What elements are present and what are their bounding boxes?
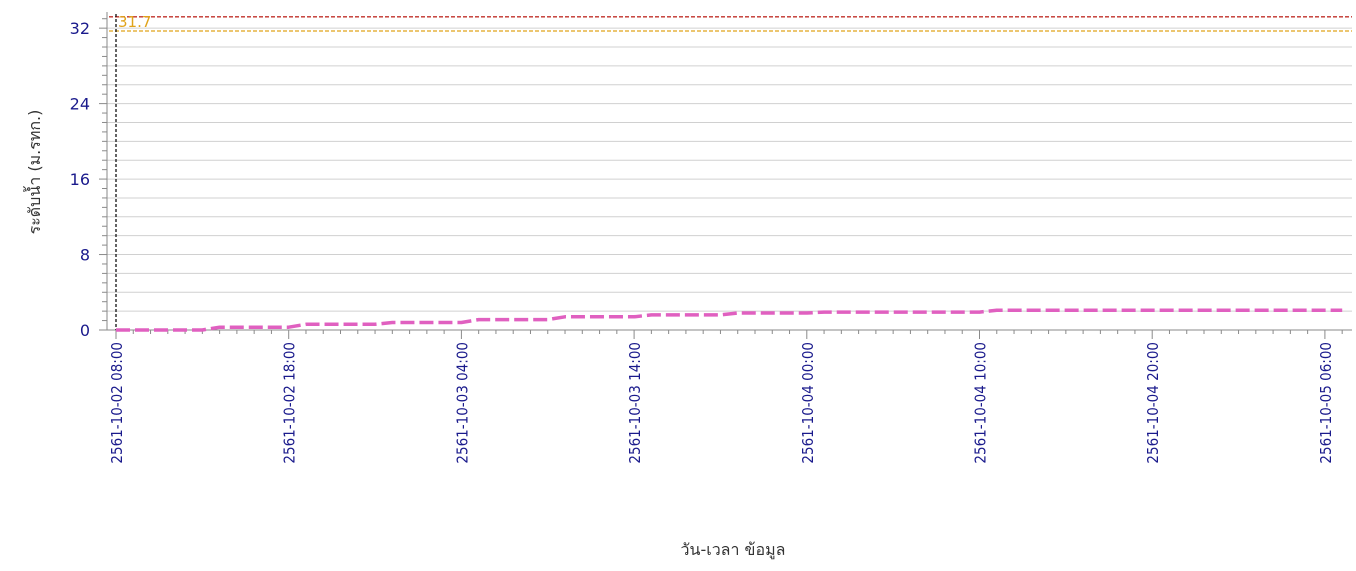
- x-axis-title: วัน-เวลา ข้อมูล: [681, 540, 786, 560]
- threshold-lines: [109, 16, 1352, 32]
- y-axis-title: ระดับน้ำ (ม.รทก.): [23, 110, 44, 235]
- y-tick-label: 16: [70, 170, 90, 189]
- y-tick-label: 32: [70, 19, 90, 38]
- y-tick-label: 8: [80, 246, 90, 265]
- axes: [99, 12, 1352, 339]
- threshold-label: 31.7: [118, 13, 151, 31]
- x-tick-labels: 2561-10-02 08:00 2561-10-02 18:00 2561-10-…: [108, 342, 1335, 464]
- y-tick-labels: 0 8 16 24 32: [70, 19, 90, 340]
- x-tick-label: 2561-10-03 04:00: [453, 342, 471, 464]
- series-line: [116, 308, 1343, 332]
- y-tick-label: 0: [80, 321, 90, 340]
- y-tick-label: 24: [70, 95, 90, 114]
- x-tick-label: 2561-10-04 10:00: [972, 342, 990, 464]
- x-tick-label: 2561-10-02 18:00: [281, 342, 299, 464]
- x-tick-label: 2561-10-04 20:00: [1144, 342, 1162, 464]
- series-group: [116, 308, 1343, 332]
- x-tick-label: 2561-10-05 06:00: [1317, 342, 1335, 464]
- annotations: 31.7: [118, 13, 151, 31]
- x-tick-label: 2561-10-03 14:00: [626, 342, 644, 464]
- x-tick-label: 2561-10-04 00:00: [799, 342, 817, 464]
- gridlines: [107, 27, 1352, 312]
- x-tick-label: 2561-10-02 08:00: [108, 342, 126, 464]
